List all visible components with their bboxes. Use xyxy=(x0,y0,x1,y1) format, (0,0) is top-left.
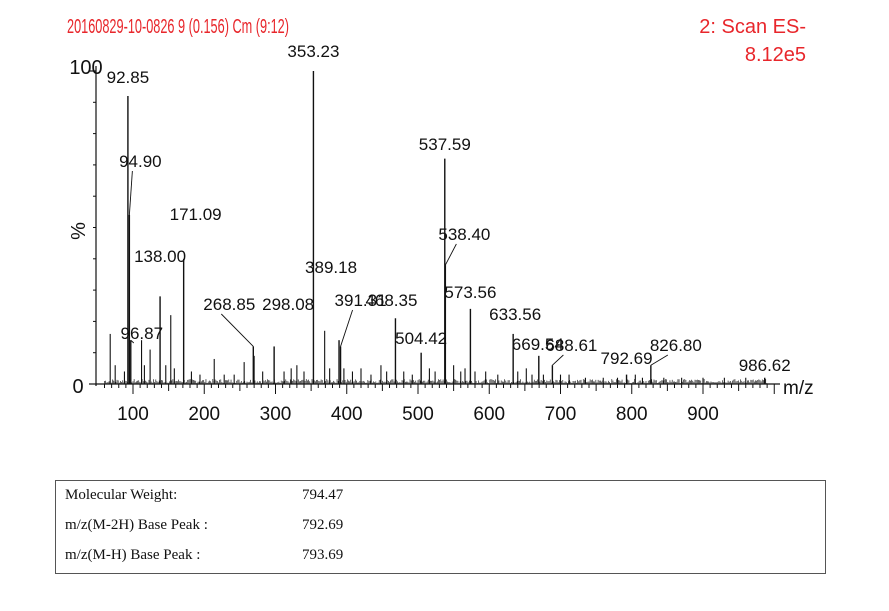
peak-leader-826.80 xyxy=(650,354,669,366)
info-value: 794.47 xyxy=(302,487,344,503)
y-axis-zero-label: 0 xyxy=(72,376,83,398)
peak-label-96.87: 96.87 xyxy=(120,324,163,343)
peak-leader-268.85 xyxy=(220,313,254,347)
x-tick-label: 900 xyxy=(687,404,719,425)
peak-label-353.23: 353.23 xyxy=(287,42,339,61)
peak-label-389.18: 389.18 xyxy=(305,258,357,277)
peak-label-538.40: 538.40 xyxy=(438,225,490,244)
x-tick-label: 500 xyxy=(402,404,434,425)
x-tick-label: 700 xyxy=(545,404,577,425)
x-axis-unit-label: m/z xyxy=(783,378,814,399)
peak-leader-94.90 xyxy=(128,170,133,216)
peak-label-986.62: 986.62 xyxy=(739,356,791,375)
labeled-peaks: 92.85 94.90 96.87 138.00 171.09 268.85 298.08 3… xyxy=(107,42,791,384)
peak-label-391.31: 391.31 xyxy=(335,291,387,310)
x-tick-label: 100 xyxy=(117,404,149,425)
peak-label-537.59: 537.59 xyxy=(419,135,471,154)
x-tick-label: 300 xyxy=(260,404,292,425)
peak-leader-96.87 xyxy=(130,339,135,344)
peak-label-171.09: 171.09 xyxy=(170,205,222,224)
compound-info-box: Molecular Weight: 794.47 m/z(M-2H) Base … xyxy=(55,480,826,574)
peak-leader-391.31 xyxy=(340,309,353,347)
intensity-scale-label: 8.12e5 xyxy=(745,44,806,66)
y-axis-label: % xyxy=(68,222,90,240)
info-label: m/z(M-2H) Base Peak : xyxy=(65,517,208,533)
x-tick-label: 800 xyxy=(616,404,648,425)
info-value: 793.69 xyxy=(302,547,344,563)
scan-mode-label: 2: Scan ES- xyxy=(699,16,806,38)
peak-label-468.35: 468.35 xyxy=(365,291,417,310)
x-tick-label: 600 xyxy=(473,404,505,425)
peak-label-504.42: 504.42 xyxy=(395,329,447,348)
peak-label-138.00: 138.00 xyxy=(134,247,186,266)
x-tick-label: 200 xyxy=(188,404,220,425)
baseline-noise xyxy=(104,379,768,384)
info-value: 792.69 xyxy=(302,517,344,533)
info-label: Molecular Weight: xyxy=(65,487,178,503)
peak-label-633.56: 633.56 xyxy=(489,305,541,324)
peak-label-826.80: 826.80 xyxy=(650,336,702,355)
peak-leader-538.40 xyxy=(444,243,457,266)
sample-id-title: 20160829-10-0826 9 (0.156) Cm (9:12) xyxy=(67,16,289,38)
peak-label-92.85: 92.85 xyxy=(107,68,150,87)
peak-label-298.08: 298.08 xyxy=(262,295,314,314)
peak-leader-688.61 xyxy=(552,354,564,366)
info-label: m/z(M-H) Base Peak : xyxy=(65,547,201,563)
peak-label-268.85: 268.85 xyxy=(203,295,255,314)
peak-label-94.90: 94.90 xyxy=(119,152,162,171)
y-axis-max-label: 100 xyxy=(69,57,102,79)
chart-axes xyxy=(89,66,780,386)
x-axis-ticks: 100 200 300 400 500 600 700 800 900 xyxy=(104,384,775,425)
peak-label-688.61: 688.61 xyxy=(545,336,597,355)
x-tick-label: 400 xyxy=(331,404,363,425)
peak-label-573.56: 573.56 xyxy=(444,283,496,302)
peak-label-669.54: 669.54 xyxy=(512,335,564,354)
minor-peaks xyxy=(109,315,747,384)
peak-label-792.69: 792.69 xyxy=(601,349,653,368)
mass-spectrum-chart: 20160829-10-0826 9 (0.156) Cm (9:12) 2: … xyxy=(67,16,814,425)
